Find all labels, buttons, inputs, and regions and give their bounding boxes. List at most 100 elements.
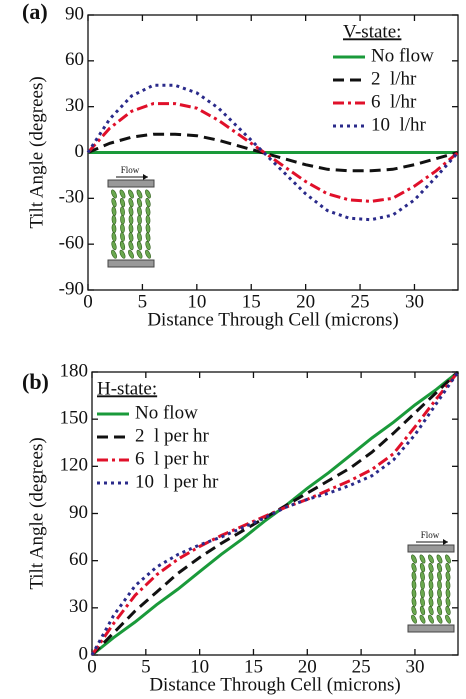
x-tick-label: 0 bbox=[87, 656, 97, 677]
molecule bbox=[128, 197, 134, 208]
legend-label: 10 l/hr bbox=[371, 114, 427, 135]
molecule bbox=[411, 562, 417, 573]
molecule bbox=[145, 197, 151, 208]
molecule bbox=[111, 197, 117, 208]
legend-title: H-state: bbox=[97, 378, 157, 399]
x-tick-label: 15 bbox=[242, 291, 261, 312]
molecule bbox=[411, 571, 417, 581]
y-tick-label: 60 bbox=[65, 49, 84, 70]
inset-label: Flow bbox=[421, 530, 440, 540]
molecule bbox=[428, 597, 434, 607]
molecule bbox=[436, 614, 443, 624]
legend-label: 6 l per hr bbox=[135, 448, 210, 469]
legend-label: 6 l/hr bbox=[371, 91, 417, 112]
molecule bbox=[128, 249, 134, 259]
molecule bbox=[111, 249, 117, 259]
molecule bbox=[420, 571, 425, 581]
molecule bbox=[445, 571, 451, 581]
molecule bbox=[437, 588, 442, 599]
molecule bbox=[111, 240, 117, 251]
molecule bbox=[137, 215, 142, 225]
molecule bbox=[420, 588, 425, 599]
legend-label: No flow bbox=[135, 402, 198, 423]
data-line bbox=[87, 132, 459, 173]
y-tick-label: 150 bbox=[60, 408, 89, 429]
plate bbox=[407, 544, 455, 553]
molecule bbox=[411, 597, 417, 607]
flow-arrowhead bbox=[143, 174, 148, 180]
data-line bbox=[90, 371, 460, 656]
molecule bbox=[119, 240, 126, 251]
y-axis-title: Tilt Angle (degrees) bbox=[26, 437, 47, 589]
y-tick-label: 120 bbox=[60, 455, 89, 476]
molecule bbox=[411, 605, 417, 616]
molecule bbox=[437, 571, 442, 581]
molecule bbox=[111, 189, 117, 199]
molecule bbox=[120, 215, 125, 225]
molecule bbox=[111, 206, 117, 216]
x-axis-title: Distance Through Cell (microns) bbox=[149, 674, 400, 695]
molecule bbox=[445, 580, 451, 590]
molecule bbox=[436, 554, 443, 564]
y-tick-label: 30 bbox=[65, 95, 84, 116]
molecule bbox=[445, 605, 451, 616]
legend-label: 2 l/hr bbox=[371, 68, 417, 89]
molecule bbox=[428, 588, 434, 599]
molecule bbox=[136, 197, 143, 208]
x-tick-label: 10 bbox=[190, 656, 209, 677]
panel-label: (b) bbox=[22, 369, 49, 394]
y-tick-label: 60 bbox=[69, 549, 88, 570]
x-axis-title: Distance Through Cell (microns) bbox=[147, 309, 398, 330]
molecule bbox=[145, 232, 151, 242]
legend-label: 2 l per hr bbox=[135, 425, 210, 446]
plate bbox=[107, 179, 155, 188]
y-tick-label: 90 bbox=[69, 502, 88, 523]
molecule bbox=[445, 588, 451, 599]
molecule bbox=[428, 614, 434, 624]
molecule bbox=[119, 189, 126, 199]
molecule bbox=[145, 206, 151, 216]
molecule bbox=[145, 215, 151, 225]
molecule bbox=[119, 249, 126, 259]
molecule bbox=[437, 580, 442, 590]
inset-label: Flow bbox=[121, 165, 140, 175]
data-line bbox=[86, 102, 459, 203]
molecule bbox=[428, 562, 434, 573]
data-line bbox=[86, 83, 460, 222]
molecule bbox=[411, 614, 417, 624]
y-tick-label: 180 bbox=[60, 360, 89, 381]
molecule bbox=[137, 232, 142, 242]
molecule bbox=[128, 240, 134, 251]
plate bbox=[107, 259, 155, 268]
molecule bbox=[437, 597, 442, 607]
x-tick-label: 25 bbox=[351, 291, 370, 312]
molecule bbox=[145, 249, 151, 259]
molecule bbox=[419, 614, 426, 624]
y-tick-label: -90 bbox=[59, 278, 84, 299]
plate bbox=[407, 624, 455, 633]
x-tick-label: 20 bbox=[296, 291, 315, 312]
molecule bbox=[411, 580, 417, 590]
molecule bbox=[445, 597, 451, 607]
x-tick-label: 20 bbox=[298, 656, 317, 677]
molecule bbox=[111, 215, 117, 225]
molecule bbox=[137, 206, 142, 216]
x-tick-label: 30 bbox=[405, 656, 424, 677]
molecule bbox=[419, 554, 426, 564]
molecule bbox=[128, 223, 134, 234]
molecule bbox=[128, 232, 134, 242]
y-axis-title: Tilt Angle (degrees) bbox=[26, 76, 47, 228]
molecule bbox=[120, 206, 125, 216]
legend-label: No flow bbox=[371, 45, 434, 66]
x-tick-label: 15 bbox=[244, 656, 263, 677]
molecule bbox=[119, 197, 126, 208]
molecule bbox=[419, 562, 426, 573]
x-tick-label: 5 bbox=[141, 656, 151, 677]
molecule bbox=[436, 605, 443, 616]
legend-title: V-state: bbox=[343, 21, 401, 42]
molecule bbox=[136, 240, 143, 251]
molecule bbox=[428, 605, 434, 616]
y-tick-label: 0 bbox=[75, 141, 85, 162]
panel-label: (a) bbox=[22, 0, 48, 24]
molecule bbox=[428, 580, 434, 590]
